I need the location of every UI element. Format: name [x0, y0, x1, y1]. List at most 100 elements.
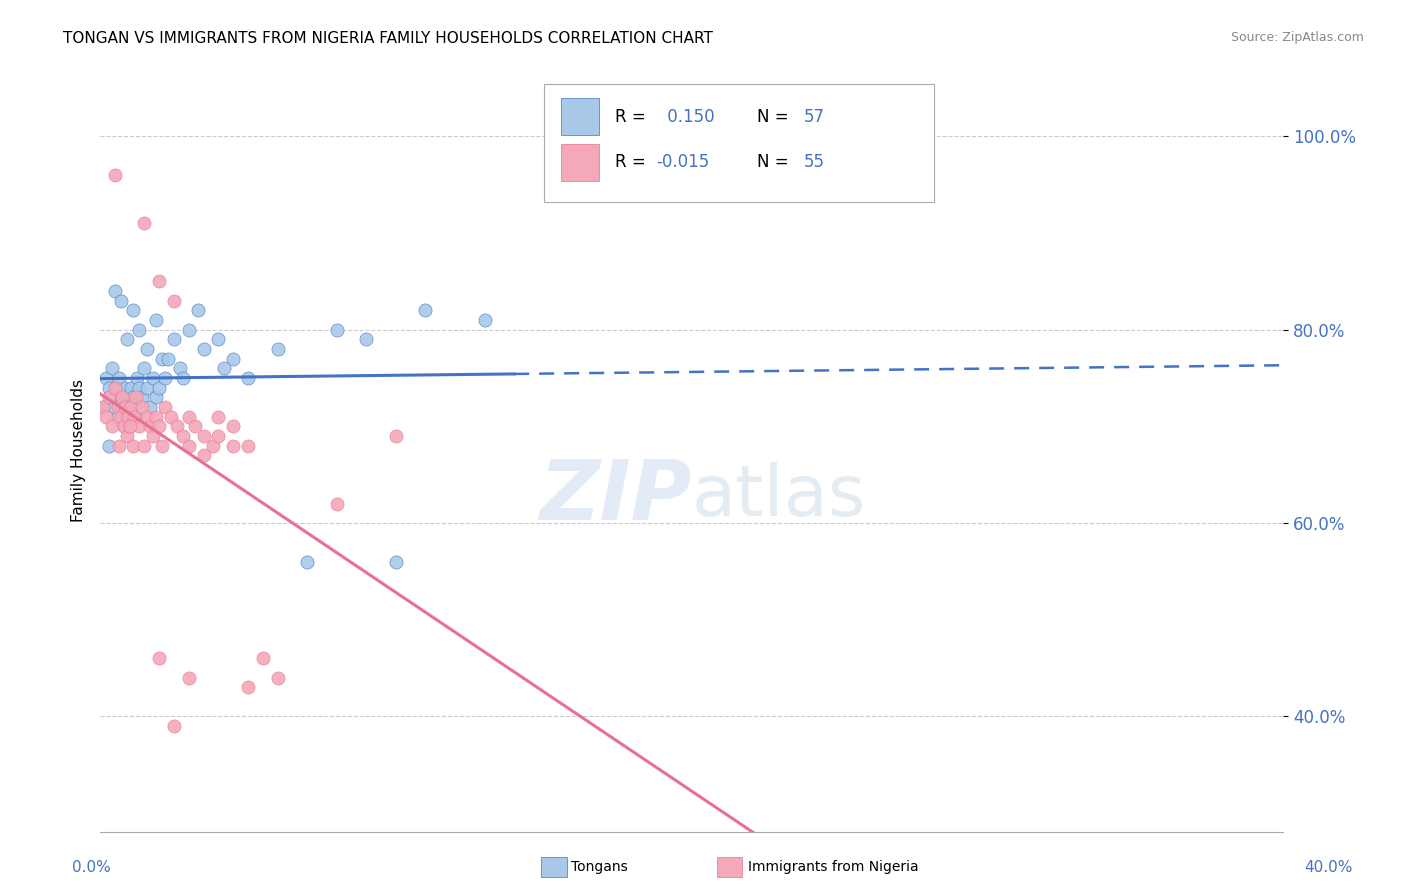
Point [266, 671, 288, 685]
Point [153, 400, 176, 414]
Point [94, 371, 117, 385]
Point [115, 332, 138, 346]
Point [177, 322, 200, 336]
Point [117, 400, 139, 414]
Point [107, 400, 129, 414]
Point [91, 400, 114, 414]
Point [163, 719, 186, 733]
Point [236, 681, 259, 695]
Point [222, 419, 245, 434]
Text: R =: R = [614, 108, 651, 126]
Point [148, 274, 170, 288]
Point [193, 448, 215, 462]
Point [104, 168, 127, 182]
Point [136, 409, 159, 424]
Point [134, 361, 156, 376]
Point [98, 381, 121, 395]
Point [207, 429, 229, 443]
Point [193, 429, 215, 443]
Point [193, 342, 215, 356]
Point [295, 555, 318, 569]
Point [111, 390, 134, 404]
Text: 40.0%: 40.0% [1305, 860, 1353, 874]
Point [136, 342, 159, 356]
Point [201, 439, 224, 453]
Point [124, 409, 146, 424]
Point [148, 419, 170, 434]
Point [110, 409, 132, 424]
Point [98, 390, 121, 404]
FancyBboxPatch shape [561, 98, 599, 135]
Point [112, 419, 135, 434]
Point [115, 429, 138, 443]
Point [385, 429, 408, 443]
Point [101, 361, 124, 376]
Point [124, 390, 146, 404]
Point [115, 390, 138, 404]
Point [121, 439, 143, 453]
Point [150, 351, 173, 366]
Point [121, 303, 143, 318]
Point [104, 381, 127, 395]
Text: TONGAN VS IMMIGRANTS FROM NIGERIA FAMILY HOUSEHOLDS CORRELATION CHART: TONGAN VS IMMIGRANTS FROM NIGERIA FAMILY… [63, 31, 713, 46]
Point [118, 419, 141, 434]
Point [222, 439, 245, 453]
Point [101, 419, 124, 434]
Point [134, 216, 156, 230]
Text: Tongans: Tongans [571, 860, 627, 874]
Point [118, 409, 141, 424]
Text: 57: 57 [804, 108, 825, 126]
Point [150, 439, 173, 453]
Point [187, 303, 209, 318]
Point [120, 400, 142, 414]
Point [163, 293, 186, 308]
Point [145, 409, 167, 424]
Text: -0.015: -0.015 [657, 153, 710, 171]
Point [104, 284, 127, 298]
Point [236, 439, 259, 453]
Point [145, 313, 167, 327]
Point [131, 390, 153, 404]
FancyBboxPatch shape [544, 84, 934, 202]
Point [177, 409, 200, 424]
Point [474, 313, 496, 327]
Point [108, 371, 131, 385]
Point [142, 371, 165, 385]
Point [214, 361, 236, 376]
Point [128, 419, 150, 434]
Text: 0.0%: 0.0% [72, 860, 111, 874]
Point [127, 371, 149, 385]
Point [134, 439, 156, 453]
Y-axis label: Family Households: Family Households [72, 379, 86, 522]
Text: N =: N = [756, 108, 793, 126]
Point [177, 439, 200, 453]
Point [169, 361, 191, 376]
Point [163, 332, 186, 346]
Point [172, 371, 194, 385]
Point [121, 390, 143, 404]
FancyBboxPatch shape [561, 145, 599, 181]
Point [415, 303, 437, 318]
Point [222, 351, 245, 366]
Point [184, 419, 207, 434]
Point [145, 390, 167, 404]
Point [139, 419, 162, 434]
Text: 0.150: 0.150 [662, 108, 714, 126]
Text: atlas: atlas [692, 462, 866, 531]
Text: N =: N = [756, 153, 793, 171]
Point [122, 400, 145, 414]
Point [104, 400, 127, 414]
Point [236, 371, 259, 385]
Text: 55: 55 [804, 153, 825, 171]
Point [325, 497, 347, 511]
Text: ZIP: ZIP [538, 456, 692, 537]
Point [157, 351, 180, 366]
Point [108, 439, 131, 453]
Text: R =: R = [614, 153, 651, 171]
Point [252, 651, 274, 665]
Point [100, 390, 122, 404]
Point [153, 371, 176, 385]
Point [120, 381, 142, 395]
Point [325, 322, 347, 336]
Point [94, 409, 117, 424]
